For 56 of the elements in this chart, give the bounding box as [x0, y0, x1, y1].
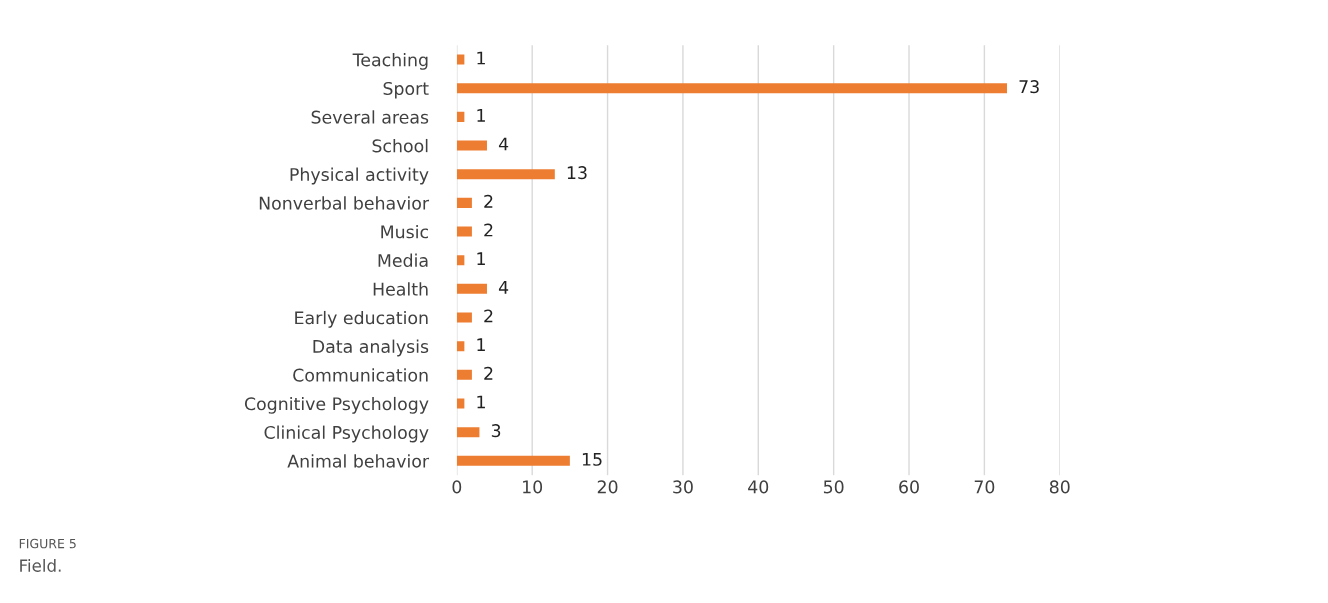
bar	[456, 455, 570, 466]
data-label: 13	[567, 166, 587, 180]
y-tick-label: Cognitive Psychology	[244, 396, 429, 414]
x-tick-label: 40	[748, 480, 769, 494]
bar	[456, 398, 465, 409]
data-label: 3	[491, 424, 501, 438]
y-tick-label: Early education	[295, 310, 428, 328]
y-tick-label: Several areas	[311, 110, 429, 124]
x-tick-label: 20	[597, 480, 618, 494]
x-tick-label: 50	[823, 480, 844, 494]
y-tick-label: Communication	[293, 368, 428, 382]
y-tick-label: Sport	[383, 81, 429, 99]
data-label: 2	[484, 309, 493, 323]
x-tick-label: 0	[452, 480, 462, 494]
bar	[456, 341, 465, 352]
data-label: 73	[1019, 80, 1039, 94]
y-tick-label: Nonverbal behavior	[259, 196, 430, 210]
bar	[456, 255, 465, 266]
y-tick-label: Music	[381, 224, 428, 239]
y-tick-label: Data analysis	[313, 339, 429, 357]
data-label: 2	[484, 194, 493, 208]
text: Field.	[20, 558, 61, 572]
bar	[456, 226, 472, 237]
y-tick-label: Teaching	[352, 52, 428, 70]
bar	[456, 369, 472, 380]
bar	[456, 197, 472, 208]
data-label: 2	[484, 366, 493, 380]
bar	[456, 83, 1007, 94]
bar	[456, 54, 465, 65]
data-label: 1	[477, 51, 485, 65]
x-tick-label: 80	[1049, 480, 1070, 494]
bar	[456, 283, 487, 294]
bar	[456, 312, 472, 323]
x-tick-label: 60	[899, 480, 919, 494]
bar	[456, 427, 480, 438]
y-tick-label: Clinical Psychology	[264, 425, 429, 443]
data-label: 1	[477, 338, 485, 351]
data-label: 2	[484, 223, 493, 237]
data-label: 4	[498, 280, 509, 294]
bar	[456, 140, 487, 151]
x-tick-label: 10	[523, 480, 543, 494]
data-label: 1	[477, 109, 485, 122]
y-tick-label: Physical activity	[290, 167, 429, 185]
data-label: 1	[477, 395, 485, 409]
bar	[456, 111, 465, 122]
data-label: 1	[477, 252, 485, 265]
data-label: 15	[582, 452, 602, 466]
y-tick-label: Health	[373, 282, 428, 296]
x-tick-label: 70	[974, 480, 995, 494]
y-tick-label: Media	[378, 253, 428, 268]
x-tick-label: 30	[673, 480, 693, 494]
caption: FIGURE 5	[19, 538, 76, 549]
y-tick-label: Animal behavior	[287, 454, 430, 468]
data-label: 4	[498, 137, 509, 151]
bar	[456, 169, 555, 180]
y-tick-label: School	[372, 138, 428, 153]
